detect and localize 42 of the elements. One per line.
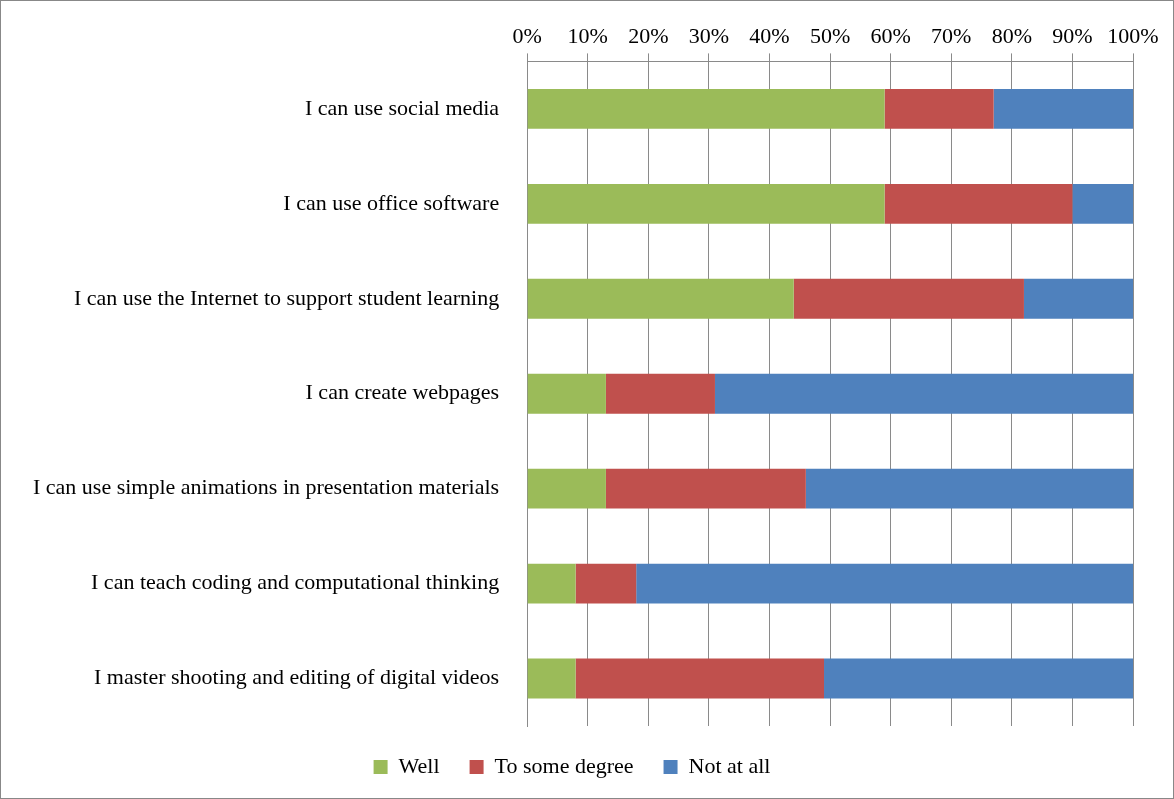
x-tick-label: 90% xyxy=(1052,22,1093,48)
bar xyxy=(793,278,1024,319)
bar xyxy=(527,658,576,699)
x-tick-label: 20% xyxy=(628,22,669,48)
bar xyxy=(993,88,1133,129)
bar xyxy=(805,468,1133,509)
x-tick-label: 50% xyxy=(809,22,851,48)
bar xyxy=(636,563,1133,604)
y-tick-label: I can use the Internet to support student learning xyxy=(73,284,500,310)
bar xyxy=(527,278,794,319)
bar xyxy=(1023,278,1133,319)
x-tick-label: 40% xyxy=(749,22,790,48)
bar xyxy=(575,563,637,604)
bar xyxy=(575,658,825,699)
y-tick-label: I can use office software xyxy=(283,189,500,215)
y-tick-label: I can use simple animations in presentation materials xyxy=(32,474,500,500)
x-tick-label: 30% xyxy=(688,22,730,48)
bar xyxy=(884,183,1073,224)
bar xyxy=(605,468,806,509)
bar xyxy=(1072,183,1133,224)
legend-label: Not at all xyxy=(688,752,771,778)
y-tick-label: I can teach coding and computational thinking xyxy=(91,569,500,595)
x-tick-label: 0% xyxy=(512,22,542,48)
legend-label: Well xyxy=(398,752,440,778)
bar xyxy=(527,183,885,224)
bar xyxy=(884,88,994,129)
bar xyxy=(714,373,1133,414)
bar xyxy=(824,658,1133,699)
y-tick-label: I can create webpages xyxy=(305,379,500,405)
y-tick-label: I can use social media xyxy=(304,94,500,120)
x-tick-label: 10% xyxy=(567,22,608,48)
x-tick-label: 60% xyxy=(870,22,911,48)
bar xyxy=(527,468,606,509)
bar xyxy=(527,373,606,414)
legend-label: To some degree xyxy=(494,752,634,778)
x-tick-label: 80% xyxy=(991,22,1032,48)
bar xyxy=(527,563,576,604)
y-tick-label: I master shooting and editing of digital videos xyxy=(94,664,500,690)
bar xyxy=(605,373,715,414)
bar xyxy=(527,88,885,129)
x-tick-label: 100% xyxy=(1107,22,1159,48)
x-tick-label: 70% xyxy=(931,22,972,48)
